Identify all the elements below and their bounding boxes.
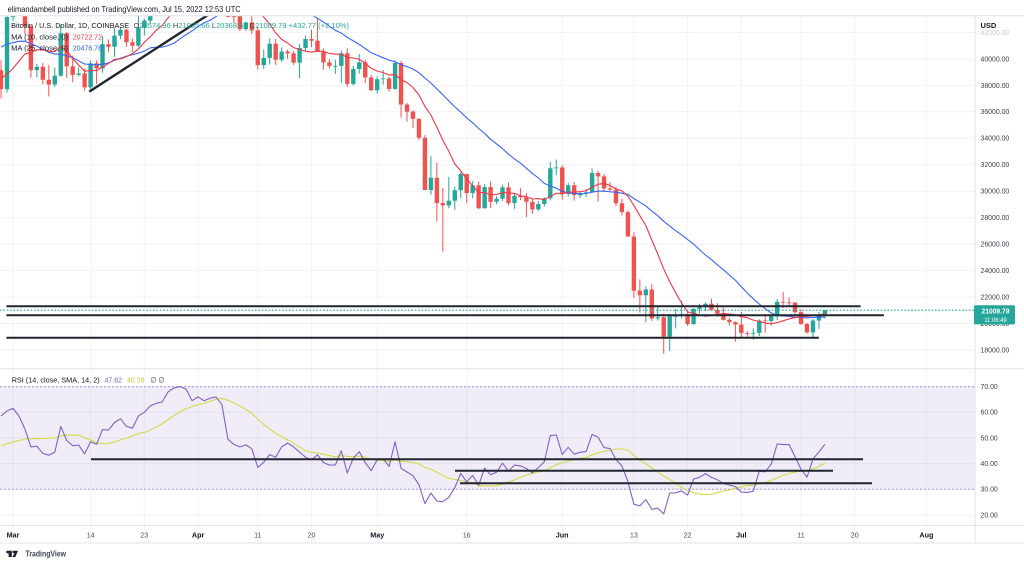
svg-text:18000.00: 18000.00: [981, 347, 1010, 354]
svg-text:20: 20: [851, 531, 859, 540]
svg-text:Aug: Aug: [919, 531, 933, 540]
svg-text:MA (25, close, 0): MA (25, close, 0): [11, 44, 68, 53]
svg-text:16: 16: [463, 531, 471, 540]
svg-text:13: 13: [630, 531, 638, 540]
svg-text:34000.00: 34000.00: [981, 136, 1010, 143]
svg-text:11: 11: [254, 531, 261, 540]
svg-text:23: 23: [140, 531, 148, 540]
svg-text:Apr: Apr: [192, 531, 205, 540]
svg-text:20476.78: 20476.78: [73, 44, 102, 53]
svg-text:20: 20: [308, 531, 316, 540]
svg-text:Bitcoin / U.S. Dollar, 1D, COI: Bitcoin / U.S. Dollar, 1D, COINBASE: [11, 21, 129, 30]
svg-text:TradingView: TradingView: [26, 550, 67, 559]
svg-text:elimandambell published on Tra: elimandambell published on TradingView.c…: [8, 4, 241, 14]
svg-text:60.00: 60.00: [981, 410, 998, 417]
svg-text:50.00: 50.00: [981, 435, 998, 442]
svg-text:Jun: Jun: [556, 531, 569, 540]
svg-text:38000.00: 38000.00: [981, 83, 1010, 90]
svg-text:30.00: 30.00: [981, 487, 998, 494]
svg-text:70.00: 70.00: [981, 384, 998, 391]
svg-text:O20574.96 H21035.66 L20368.66: O20574.96 H21035.66 L20368.66 C21009.79 …: [134, 21, 350, 30]
svg-text:47.62: 47.62: [105, 375, 123, 384]
svg-text:Mar: Mar: [7, 531, 20, 540]
svg-text:20722.72: 20722.72: [73, 32, 102, 41]
svg-text:24000.00: 24000.00: [981, 268, 1010, 275]
svg-text:40.28: 40.28: [127, 375, 145, 384]
svg-text:11:06:49: 11:06:49: [984, 317, 1007, 324]
svg-text:40000.00: 40000.00: [981, 56, 1010, 63]
svg-text:RSI (14, close, SMA, 14, 2): RSI (14, close, SMA, 14, 2): [12, 375, 100, 384]
svg-text:42000.00: 42000.00: [981, 30, 1010, 37]
svg-text:36000.00: 36000.00: [981, 109, 1010, 116]
svg-text:22: 22: [684, 531, 692, 540]
svg-text:26000.00: 26000.00: [981, 242, 1010, 249]
svg-text:∅ ∅: ∅ ∅: [150, 375, 164, 384]
svg-text:32000.00: 32000.00: [981, 162, 1010, 169]
svg-text:28000.00: 28000.00: [981, 215, 1010, 222]
svg-text:30000.00: 30000.00: [981, 189, 1010, 196]
svg-text:USD: USD: [981, 21, 997, 30]
svg-text:May: May: [370, 531, 384, 540]
svg-text:11: 11: [797, 531, 804, 540]
svg-text:22000.00: 22000.00: [981, 295, 1010, 302]
svg-text:21009.79: 21009.79: [982, 307, 1010, 316]
svg-text:40.00: 40.00: [981, 461, 998, 468]
svg-text:14: 14: [87, 531, 95, 540]
svg-text:Jul: Jul: [736, 531, 746, 540]
svg-text:20.00: 20.00: [981, 512, 998, 519]
svg-text:MA (10, close, 0): MA (10, close, 0): [11, 32, 68, 41]
